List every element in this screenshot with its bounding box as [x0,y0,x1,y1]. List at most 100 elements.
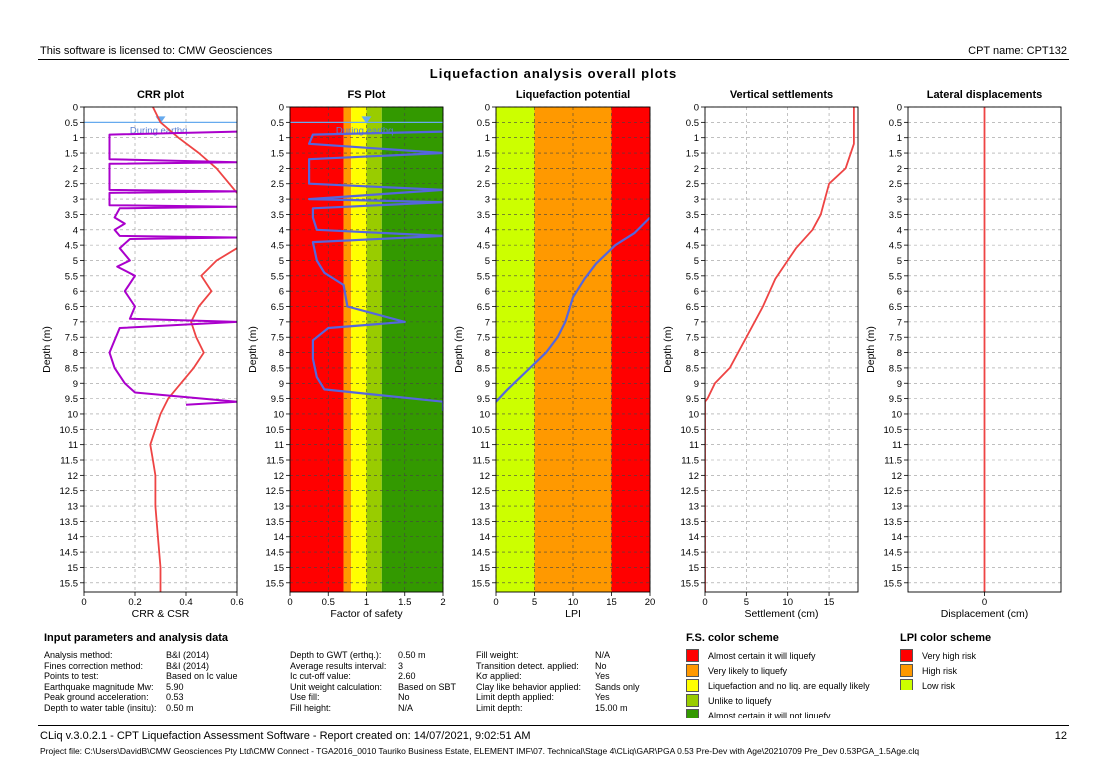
cpt-name: CPT name: CPT132 [968,45,1067,57]
depth-tick-label: 11.5 [681,456,699,467]
depth-tick-label: 13.5 [266,517,285,528]
depth-tick-label: 10 [891,409,902,420]
fs-scheme-title: F.S. color scheme [686,632,779,644]
x-tick-label: 2 [440,597,445,608]
depth-tick-label: 12.5 [884,486,903,497]
band-lpi [611,107,650,592]
depth-tick-label: 2.5 [271,179,284,190]
depth-tick-label: 9.5 [271,394,284,405]
param-col2-labels-4: Use fill: [290,692,320,702]
depth-tick-label: 4.5 [686,241,699,252]
param-col3-labels-4: Limit depth applied: [476,692,555,702]
plot-title: Vertical settlements [730,89,833,101]
chart-crr: 00.511.522.533.544.555.566.577.588.599.5… [41,89,244,620]
page-title: Liquefaction analysis overall plots [429,66,678,81]
depth-tick-label: 12 [688,471,699,482]
lpi-color-scheme: LPI color scheme Very high risk High risk… [900,632,991,690]
depth-tick-label: 10.5 [681,425,700,436]
depth-tick-label: 13 [273,502,284,513]
depth-tick-label: 1 [73,133,78,144]
plots-area: 00.511.522.533.544.555.566.577.588.599.5… [41,89,1062,620]
param-col1-labels-5: Depth to water table (insitu): [44,702,157,713]
params-col3-values: N/A No Yes Sands only Yes 15.00 m [595,650,640,713]
depth-tick-label: 13 [479,502,490,513]
depth-tick-label: 1 [279,133,284,144]
scheme-label: Almost certain it will liquefy [708,650,816,661]
param-col2-labels-3: Unit weight calculation: [290,681,383,692]
x-tick-label: 0.4 [179,597,192,608]
x-axis-label: LPI [565,608,581,620]
fs-scheme-item: Unlike to liquefy [686,693,870,708]
color-swatch [686,664,699,677]
series-line-lpi [496,216,650,403]
depth-tick-label: 12 [479,471,490,482]
depth-tick-label: 14.5 [472,548,491,559]
plot-frame [704,106,859,593]
y-axis-label: Depth (m) [662,326,674,373]
depth-tick-label: 15.5 [266,578,285,589]
depth-tick-label: 0 [694,103,699,114]
during-earthquake-label: During earthq. [336,125,396,136]
color-swatch [900,664,913,677]
depth-tick-label: 11 [274,440,284,451]
depth-tick-label: 0 [897,103,902,114]
depth-tick-label: 4.5 [65,241,78,252]
param-col1-values-0: B&I (2014) [166,650,210,660]
depth-tick-label: 1.5 [477,149,490,160]
depth-tick-label: 10.5 [266,425,285,436]
page-number: 12 [1054,730,1067,742]
during-earthquake-label: During earthq. [130,125,190,136]
depth-tick-label: 3.5 [889,210,902,221]
depth-tick-label: 5 [73,256,78,267]
depth-tick-label: 4 [485,225,490,236]
depth-tick-label: 8.5 [477,363,490,374]
depth-tick-label: 0 [485,103,490,114]
depth-tick-label: 12.5 [681,486,700,497]
depth-tick-label: 0.5 [889,118,902,129]
x-tick-label: 15 [824,597,835,608]
lpi-scheme-item: High risk [900,663,991,678]
param-col1-values-3: 5.90 [166,681,184,692]
depth-tick-label: 2 [694,164,699,175]
depth-tick-label: 14 [479,532,490,543]
depth-tick-label: 8 [73,348,78,359]
color-swatch [686,709,699,718]
param-col3-labels-0: Fill weight: [476,650,519,660]
depth-tick-label: 10.5 [60,425,79,436]
chart-settle: 00.511.522.533.544.555.566.577.588.599.5… [662,89,859,620]
license-text: This software is licensed to: CMW Geosci… [40,45,273,57]
depth-tick-label: 4.5 [271,241,284,252]
depth-tick-label: 12.5 [60,486,79,497]
depth-tick-label: 2.5 [889,179,902,190]
depth-tick-label: 0.5 [271,118,284,129]
depth-tick-label: 14 [891,532,902,543]
depth-tick-label: 3 [694,195,699,206]
depth-tick-label: 8.5 [271,363,284,374]
plot-title: FS Plot [348,89,386,101]
depth-tick-label: 13.5 [472,517,491,528]
depth-tick-label: 6 [73,287,78,298]
x-tick-label: 0 [287,597,292,608]
depth-tick-label: 4 [694,225,699,236]
x-tick-label: 0 [493,597,498,608]
depth-tick-label: 3.5 [477,210,490,221]
x-tick-label: 1 [364,597,369,608]
depth-tick-label: 9 [73,379,78,390]
param-col3-values-5: 15.00 m [595,702,628,713]
chart-lpi: 00.511.522.533.544.555.566.577.588.599.5… [453,89,655,620]
depth-tick-label: 5.5 [686,271,699,282]
depth-tick-label: 9 [279,379,284,390]
param-col1-values-1: B&I (2014) [166,660,210,671]
fs-scheme-item: Very likely to liquefy [686,663,870,678]
plot-frame [907,106,1062,593]
series-line-csr [149,247,237,592]
param-col1-labels-2: Points to test: [44,671,99,681]
depth-tick-label: 1.5 [686,149,699,160]
plot-title: CRR plot [137,89,184,101]
depth-tick-label: 15.5 [60,578,79,589]
depth-tick-label: 7 [485,317,490,328]
depth-tick-label: 11.5 [266,456,284,467]
param-col2-values-4: No [398,692,410,702]
depth-tick-label: 3 [73,195,78,206]
series-line-fs [308,130,443,411]
